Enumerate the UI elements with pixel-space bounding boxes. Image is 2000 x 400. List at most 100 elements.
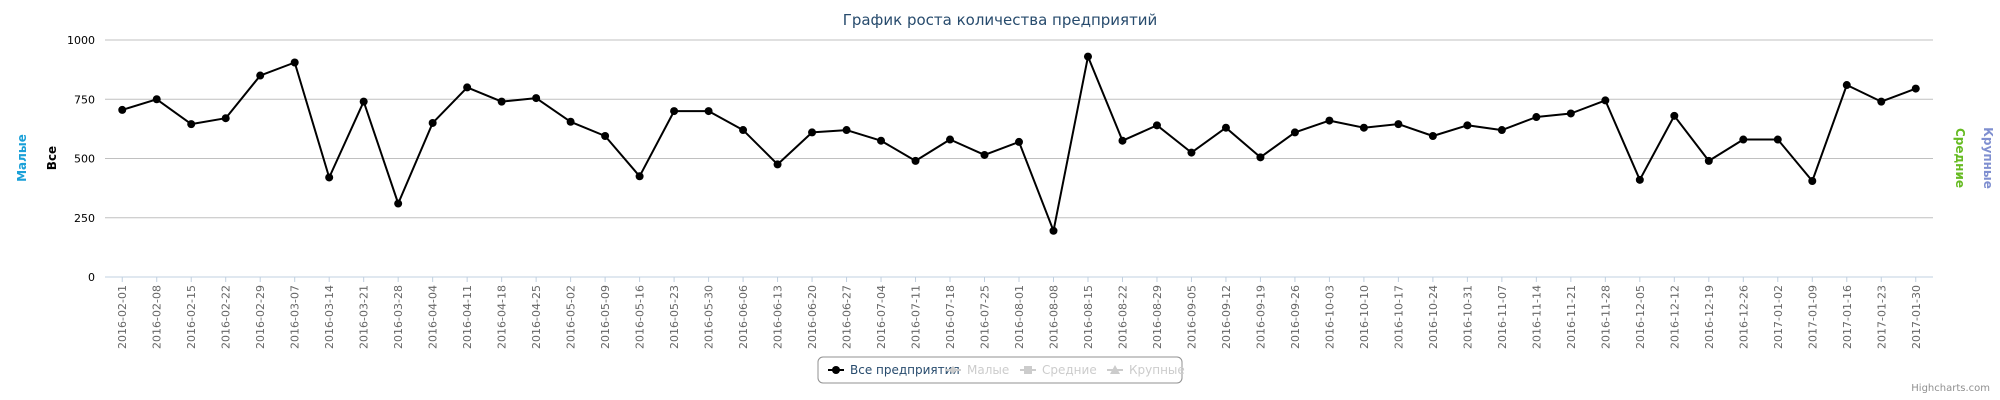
data-point[interactable] (1635, 175, 1644, 184)
axis-titles: Малые Все Средние Крупные (15, 127, 1995, 189)
data-point[interactable] (463, 83, 472, 92)
data-point[interactable] (1359, 123, 1368, 132)
x-tick-label: 2016-07-18 (944, 285, 957, 349)
data-point[interactable] (1221, 123, 1230, 132)
data-point[interactable] (1152, 121, 1161, 130)
x-tick-label: 2016-05-30 (703, 285, 716, 349)
data-point[interactable] (877, 136, 886, 145)
data-point[interactable] (1325, 116, 1334, 125)
x-tick-label: 2016-05-16 (634, 285, 647, 349)
data-point[interactable] (1083, 52, 1092, 61)
data-point[interactable] (359, 97, 368, 106)
data-point[interactable] (497, 97, 506, 106)
x-tick-label: 2016-03-14 (323, 285, 336, 349)
data-point[interactable] (394, 199, 403, 208)
data-point[interactable] (1842, 81, 1851, 90)
x-tick-label: 2016-12-12 (1668, 285, 1681, 349)
data-point[interactable] (1463, 121, 1472, 130)
data-point[interactable] (1015, 137, 1023, 146)
data-point[interactable] (842, 126, 851, 135)
x-tick-label: 2016-10-10 (1358, 285, 1371, 349)
series-all-enterprises[interactable] (118, 52, 1920, 235)
chart-title: График роста количества предприятий (843, 11, 1158, 29)
y-axis: 0 250 500 750 1000 (67, 34, 95, 284)
data-point[interactable] (290, 58, 299, 67)
legend-item-1[interactable]: Малые (945, 363, 1009, 377)
grid-lines (105, 39, 1933, 278)
data-point[interactable] (221, 114, 230, 123)
data-point[interactable] (704, 107, 713, 116)
x-tick-label: 2016-12-19 (1703, 285, 1716, 349)
x-tick-label: 2017-01-09 (1806, 285, 1819, 349)
data-point[interactable] (601, 131, 610, 140)
legend-item-3[interactable]: Крупные (1107, 363, 1185, 377)
data-point[interactable] (1497, 126, 1506, 135)
x-tick-label: 2016-10-24 (1427, 285, 1440, 349)
data-point[interactable] (256, 71, 265, 80)
x-tick-label: 2017-01-23 (1875, 285, 1888, 349)
y-tick-label: 1000 (67, 34, 95, 47)
data-point[interactable] (1808, 177, 1817, 186)
x-tick-label: 2016-08-29 (1151, 285, 1164, 349)
data-point[interactable] (325, 173, 334, 182)
data-point[interactable] (428, 118, 437, 127)
data-point[interactable] (1394, 120, 1403, 129)
data-point[interactable] (118, 105, 127, 114)
data-point[interactable] (946, 135, 955, 144)
data-point[interactable] (187, 120, 196, 129)
x-tick-label: 2016-03-21 (358, 285, 371, 349)
data-point[interactable] (1704, 156, 1713, 165)
x-tick-label: 2016-04-18 (496, 285, 509, 349)
data-point[interactable] (1428, 131, 1437, 140)
x-tick-label: 2016-11-21 (1565, 285, 1578, 349)
x-tick-label: 2016-08-15 (1082, 285, 1095, 349)
x-axis: 2016-02-01 2016-02-08 2016-02-15 2016-02-22… (116, 277, 1923, 349)
x-tick-label: 2016-12-05 (1634, 285, 1647, 349)
data-point[interactable] (670, 107, 679, 116)
data-point[interactable] (1601, 96, 1610, 105)
x-tick-label: 2016-08-22 (1116, 285, 1129, 349)
data-point[interactable] (1566, 109, 1575, 118)
credits[interactable]: Highcharts.com (1911, 383, 1990, 394)
x-tick-label: 2016-12-26 (1737, 285, 1750, 349)
data-point[interactable] (1773, 135, 1782, 144)
x-tick-label: 2016-09-26 (1289, 285, 1302, 349)
legend-item-0[interactable]: Все предприятия (828, 363, 960, 377)
legend-box (817, 356, 1183, 384)
data-point[interactable] (1877, 97, 1886, 106)
data-point[interactable] (911, 156, 920, 165)
data-point[interactable] (1532, 113, 1541, 122)
data-point[interactable] (1670, 111, 1679, 120)
legend-label: Все предприятия (850, 363, 960, 377)
legend-label: Крупные (1129, 363, 1185, 377)
data-point[interactable] (1187, 148, 1196, 157)
data-point[interactable] (152, 95, 161, 104)
data-point[interactable] (635, 172, 644, 181)
data-point[interactable] (739, 126, 748, 135)
x-tick-label: 2016-05-09 (599, 285, 612, 349)
data-point[interactable] (1118, 136, 1127, 145)
data-point[interactable] (1256, 153, 1265, 162)
x-tick-label: 2016-11-07 (1496, 285, 1509, 349)
x-tick-label: 2016-09-05 (1185, 285, 1198, 349)
data-point[interactable] (1739, 135, 1748, 144)
legend-marker (832, 366, 840, 374)
x-tick-label: 2016-11-14 (1530, 285, 1543, 349)
x-tick-label: 2016-09-19 (1254, 285, 1267, 349)
data-point[interactable] (532, 94, 541, 103)
data-point[interactable] (1290, 128, 1299, 137)
data-point[interactable] (773, 160, 782, 169)
data-point[interactable] (980, 150, 989, 159)
data-point[interactable] (566, 117, 575, 126)
data-point[interactable] (1049, 226, 1058, 235)
legend-item-2[interactable]: Средние (1020, 363, 1097, 377)
x-tick-label: 2016-03-07 (289, 285, 302, 349)
x-tick-label: 2016-02-15 (185, 285, 198, 349)
x-tick-label: 2016-07-11 (910, 285, 923, 349)
data-point[interactable] (808, 128, 817, 137)
legend-marker (949, 366, 957, 374)
axis-title-0: Малые (15, 134, 29, 182)
x-tick-label: 2016-10-17 (1392, 285, 1405, 349)
data-point[interactable] (1911, 84, 1920, 93)
